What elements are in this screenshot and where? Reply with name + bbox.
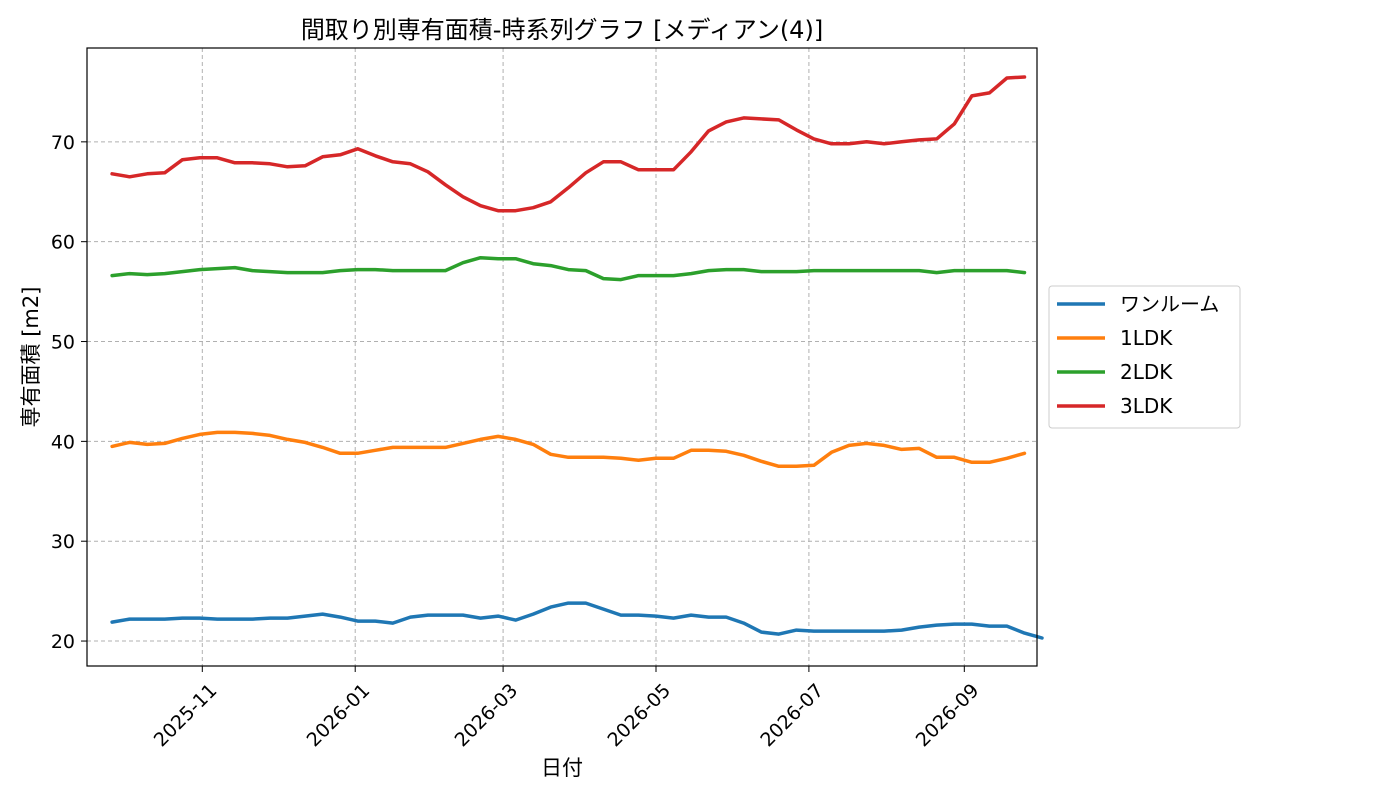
- x-tick-label: 2026-09: [912, 680, 984, 752]
- legend-label: ワンルーム: [1120, 292, 1219, 316]
- legend-box: [1048, 285, 1241, 429]
- y-tick-label: 50: [51, 332, 75, 354]
- grid-lines: [87, 48, 1037, 666]
- x-axis-label: 日付: [541, 756, 583, 780]
- plot-area-frame: [86, 47, 1038, 667]
- y-tick-label: 40: [51, 431, 75, 453]
- series-line-1: [110, 601, 1044, 640]
- x-tick-label: 2026-01: [303, 680, 375, 752]
- series-line-4: [110, 75, 1027, 213]
- legend: ワンルーム 1LDK 2LDK 3LDK: [1048, 285, 1241, 429]
- x-tick-label: 2026-05: [603, 680, 675, 752]
- legend-label: 2LDK: [1120, 360, 1173, 384]
- series-line-3: [110, 255, 1027, 282]
- y-axis-label: 専有面積 [m2]: [19, 287, 43, 428]
- y-tick-label: 70: [51, 132, 75, 154]
- y-tick-label: 20: [51, 631, 75, 653]
- y-tick-label: 60: [51, 232, 75, 254]
- x-tick-label: 2026-03: [451, 680, 523, 752]
- legend-entries: ワンルーム 1LDK 2LDK 3LDK: [1057, 292, 1219, 418]
- y-tick-label: 30: [51, 531, 75, 553]
- series-lines: [110, 75, 1044, 640]
- chart-title: 間取り別専有面積-時系列グラフ [メディアン(4)]: [301, 16, 823, 44]
- legend-label: 3LDK: [1120, 394, 1173, 418]
- x-tick-label: 2025-11: [150, 680, 222, 752]
- series-line-2: [110, 430, 1027, 469]
- x-tick-label: 2026-07: [756, 680, 828, 752]
- x-axis-ticks: 2025-11 2026-01 2026-03 2026-05 2026-07 2026-…: [150, 666, 984, 752]
- legend-label: 1LDK: [1120, 326, 1173, 350]
- y-axis-ticks: 20 30 40 50 60 70: [51, 132, 87, 653]
